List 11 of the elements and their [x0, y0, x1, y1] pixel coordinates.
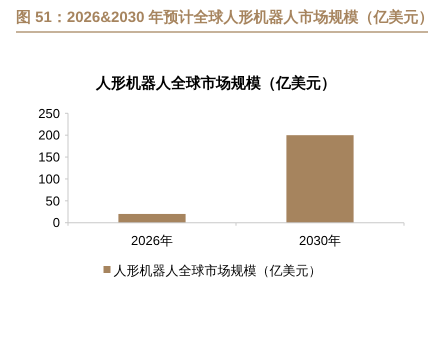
y-tick-label: 0 — [52, 215, 60, 230]
y-tick-label: 250 — [38, 106, 60, 121]
y-tick-label: 50 — [46, 193, 60, 208]
y-tick-label: 100 — [38, 171, 60, 186]
x-tick-label: 2030年 — [299, 233, 341, 248]
y-tick-label: 200 — [38, 128, 60, 143]
chart-subtitle: 人形机器人全球市场规模（亿美元） — [95, 74, 336, 92]
y-tick-label: 150 — [38, 150, 60, 165]
chart-title: 图 51：2026&2030 年预计全球人形机器人市场规模（亿美元） — [16, 8, 433, 26]
legend-label: 人形机器人全球市场规模（亿美元） — [114, 263, 322, 279]
x-tick-label: 2026年 — [131, 233, 173, 248]
